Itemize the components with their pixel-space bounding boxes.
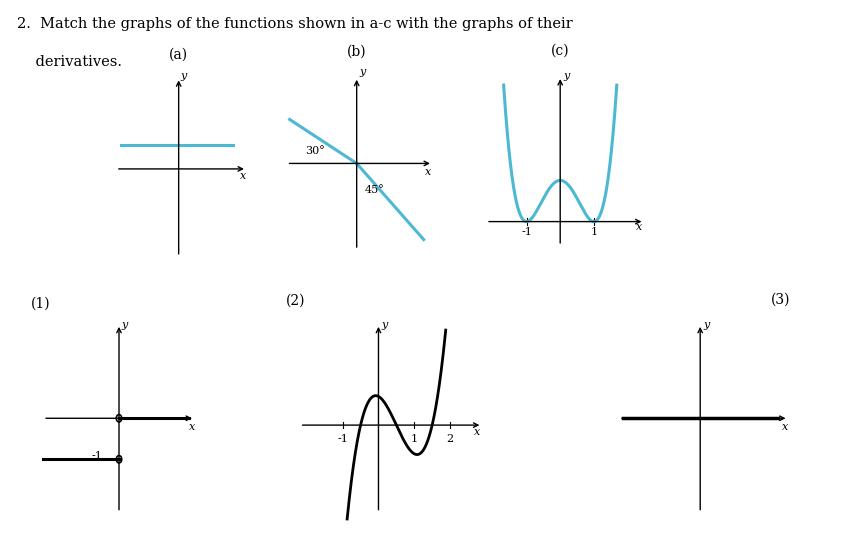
Text: 1: 1 [590, 227, 598, 237]
Text: (b): (b) [347, 45, 366, 59]
Text: y: y [382, 320, 388, 330]
Text: derivatives.: derivatives. [17, 55, 122, 69]
Text: (1): (1) [31, 296, 51, 311]
Text: y: y [564, 70, 570, 80]
Text: -1: -1 [337, 433, 348, 444]
Text: (c): (c) [551, 43, 570, 58]
Text: 30°: 30° [305, 146, 325, 156]
Text: x: x [425, 167, 432, 177]
Text: y: y [122, 320, 127, 330]
Text: x: x [189, 422, 195, 432]
Text: 45°: 45° [365, 185, 384, 195]
Text: x: x [636, 222, 643, 232]
Text: -1: -1 [521, 227, 532, 237]
Text: x: x [782, 422, 788, 432]
Text: 1: 1 [411, 433, 418, 444]
Text: y: y [704, 320, 710, 330]
Text: (3): (3) [771, 293, 791, 306]
Text: y: y [359, 67, 366, 77]
Text: 2: 2 [446, 433, 454, 444]
Text: y: y [180, 71, 187, 81]
Text: (2): (2) [286, 294, 305, 308]
Text: -1: -1 [92, 452, 102, 461]
Text: 2.  Match the graphs of the functions shown in a-c with the graphs of their: 2. Match the graphs of the functions sho… [17, 17, 573, 30]
Text: x: x [473, 428, 480, 438]
Text: x: x [240, 171, 246, 181]
Text: (a): (a) [169, 48, 188, 62]
